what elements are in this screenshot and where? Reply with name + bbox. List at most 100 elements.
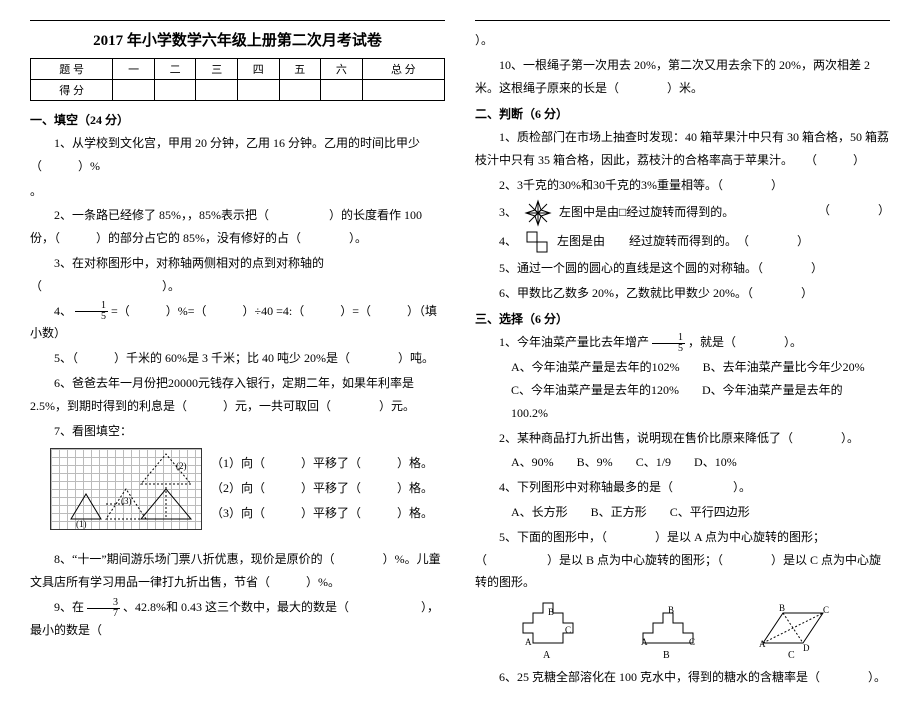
svg-text:B: B <box>668 605 674 615</box>
cell: 四 <box>237 59 279 80</box>
q1b: 。 <box>30 180 445 203</box>
q4: 4、 15 =（ ）%=（ ）÷40 =4:（ ）=（ ）（填小数） <box>30 300 445 346</box>
opt-a: A、90% <box>511 455 554 469</box>
q2: 2、一条路已经修了 85%，，85%表示把（ ）的长度看作 100 份，（ ）的… <box>30 204 445 250</box>
q5: 5、（ ）千米的 60%是 3 千米；比 40 吨少 20%是（ ）吨。 <box>30 347 445 370</box>
cell: 总 分 <box>362 59 444 80</box>
cell: 二 <box>154 59 196 80</box>
cell[interactable] <box>154 80 196 101</box>
j3: 3、 左图中是由□经过旋转而得到的。 （ ） <box>475 199 890 227</box>
svg-text:(2): (2) <box>176 461 187 471</box>
opt-a: A、长方形 <box>511 505 568 519</box>
q1-text: 1、从学校到文化宫，甲用 20 分钟，乙用 16 分钟。乙用的时间比甲少（ ）% <box>30 136 420 173</box>
section-2-heading: 二、判断（6 分） <box>475 105 890 122</box>
opt-b: B、去年油菜产量比今年少20% <box>703 360 865 374</box>
svg-text:B: B <box>663 650 670 658</box>
j4b: 左图是由 经过旋转而得到的。 （ ） <box>557 234 809 248</box>
q7-1: （1）向（ ）平移了（ ）格。 <box>211 452 433 475</box>
svg-text:C: C <box>565 625 571 635</box>
rule <box>30 20 445 21</box>
star-icon <box>524 199 552 227</box>
svg-text:(1): (1) <box>76 519 87 529</box>
fraction-icon: 15 <box>652 333 685 354</box>
section-1-heading: 一、填空（24 分） <box>30 111 445 128</box>
svg-text:D: D <box>803 643 810 653</box>
opt-d: D、10% <box>694 455 737 469</box>
svg-text:C: C <box>823 605 829 615</box>
rule <box>475 20 890 21</box>
svg-text:B: B <box>548 607 554 617</box>
opt-c: C、平行四边形 <box>670 505 750 519</box>
q7-subitems: （1）向（ ）平移了（ ）格。 （2）向（ ）平移了（ ）格。 （3）向（ ）平… <box>211 450 433 526</box>
opt-b: B、9% <box>577 455 613 469</box>
left-col: 2017 年小学数学六年级上册第二次月考试卷 题 号 一 二 三 四 五 六 总… <box>30 20 445 691</box>
q7-2: （2）向（ ）平移了（ ）格。 <box>211 477 433 500</box>
q7-figure-row: (1) (3) (2) （1）向（ ）平移了（ ）格。 （2）向（ ）平移了（ … <box>30 444 445 534</box>
q9c: ）。 <box>475 29 890 52</box>
j3a: 3、 <box>499 205 517 219</box>
c4-opts: A、长方形 B、正方形 C、平行四边形 <box>511 501 890 524</box>
exam-title: 2017 年小学数学六年级上册第二次月考试卷 <box>30 29 445 50</box>
svg-text:C: C <box>689 637 695 647</box>
cell[interactable] <box>362 80 444 101</box>
opt-a: A、今年油菜产量是去年的102% <box>511 360 680 374</box>
c1: 1、今年油菜产量比去年增产 15 ，就是（ ）。 <box>475 331 890 354</box>
right-col: ）。 10、一根绳子第一次用去 20%，第二次又用去余下的 20%，两次相差 2… <box>475 20 890 691</box>
j3c: （ ） <box>794 199 890 222</box>
fraction-icon: 15 <box>75 301 108 322</box>
score-table: 题 号 一 二 三 四 五 六 总 分 得 分 <box>30 58 445 101</box>
c2-opts: A、90% B、9% C、1/9 D、10% <box>511 451 890 474</box>
q10: 10、一根绳子第一次用去 20%，第二次又用去余下的 20%，两次相差 2 米。… <box>475 54 890 100</box>
c6: 6、25 克糖全部溶化在 100 克水中，得到的糖水的含糖率是（ ）。 <box>475 666 890 689</box>
q4a: 4、 <box>54 304 72 318</box>
cell[interactable] <box>113 80 155 101</box>
cell: 题 号 <box>31 59 113 80</box>
c1-opts: A、今年油菜产量是去年的102% B、去年油菜产量比今年少20% C、今年油菜产… <box>511 356 890 424</box>
q3: 3、在对称图形中，对称轴两侧相对的点到对称轴的（ ）。 <box>30 252 445 298</box>
c2: 2、某种商品打九折出售，说明现在售价比原来降低了（ ）。 <box>475 427 890 450</box>
opt-c: C、1/9 <box>636 455 671 469</box>
table-row: 题 号 一 二 三 四 五 六 总 分 <box>31 59 445 80</box>
cell: 五 <box>279 59 321 80</box>
q6: 6、爸爸去年一月份把20000元钱存入银行，定期二年，如果年利率是2.5%，到期… <box>30 372 445 418</box>
grid-figure: (1) (3) (2) <box>50 448 202 530</box>
cell[interactable] <box>321 80 363 101</box>
j5: 5、通过一个圆的圆心的直线是这个圆的对称轴。（ ） <box>475 257 890 280</box>
opt-b: B、正方形 <box>591 505 647 519</box>
cell[interactable] <box>237 80 279 101</box>
rotation-shapes-icon: A B C A A B C B A B <box>503 598 863 658</box>
c5-shapes: A B C A A B C B A B <box>503 598 890 662</box>
q7-3: （3）向（ ）平移了（ ）格。 <box>211 502 433 525</box>
squares-icon <box>524 229 550 255</box>
j4a: 4、 <box>499 234 517 248</box>
cell[interactable] <box>196 80 238 101</box>
c1a: 1、今年油菜产量比去年增产 <box>499 335 649 349</box>
j3b: 左图中是由□经过旋转而得到的。 <box>559 205 734 219</box>
fraction-icon: 37 <box>87 598 120 619</box>
svg-text:C: C <box>788 650 795 658</box>
cell: 六 <box>321 59 363 80</box>
svg-text:B: B <box>779 603 785 613</box>
section-3-heading: 三、选择（6 分） <box>475 310 890 327</box>
q9a: 9、在 <box>54 600 84 614</box>
c5: 5、下面的图形中，（ ）是以 A 点为中心旋转的图形；（ ）是以 B 点为中心旋… <box>475 526 890 594</box>
q9: 9、在 37 、42.8%和 0.43 这三个数中，最大的数是（ ），最小的数是… <box>30 596 445 642</box>
triangles-icon: (1) (3) (2) <box>51 449 201 529</box>
cell[interactable] <box>279 80 321 101</box>
j4: 4、 左图是由 经过旋转而得到的。 （ ） <box>475 229 890 255</box>
svg-text:A: A <box>759 639 766 649</box>
svg-text:A: A <box>543 650 551 658</box>
q1: 1、从学校到文化宫，甲用 20 分钟，乙用 16 分钟。乙用的时间比甲少（ ）% <box>30 132 445 178</box>
j2: 2、3千克的30%和30千克的3%重量相等。（ ） <box>475 174 890 197</box>
j1: 1、质检部门在市场上抽查时发现：40 箱苹果汁中只有 30 箱合格，50 箱荔枝… <box>475 126 890 172</box>
q7: 7、看图填空： <box>30 420 445 443</box>
j6: 6、甲数比乙数多 20%，乙数就比甲数少 20%。（ ） <box>475 282 890 305</box>
q8: 8、“十一”期间游乐场门票八折优惠，现价是原价的（ ）%。儿童文具店所有学习用品… <box>30 548 445 594</box>
svg-text:A: A <box>641 637 648 647</box>
c4: 4、下列图形中对称轴最多的是（ ）。 <box>475 476 890 499</box>
table-row: 得 分 <box>31 80 445 101</box>
c1b: ，就是（ ）。 <box>688 335 802 349</box>
opt-c: C、今年油菜产量是去年的120% <box>511 383 679 397</box>
cell: 三 <box>196 59 238 80</box>
svg-text:A: A <box>525 637 532 647</box>
